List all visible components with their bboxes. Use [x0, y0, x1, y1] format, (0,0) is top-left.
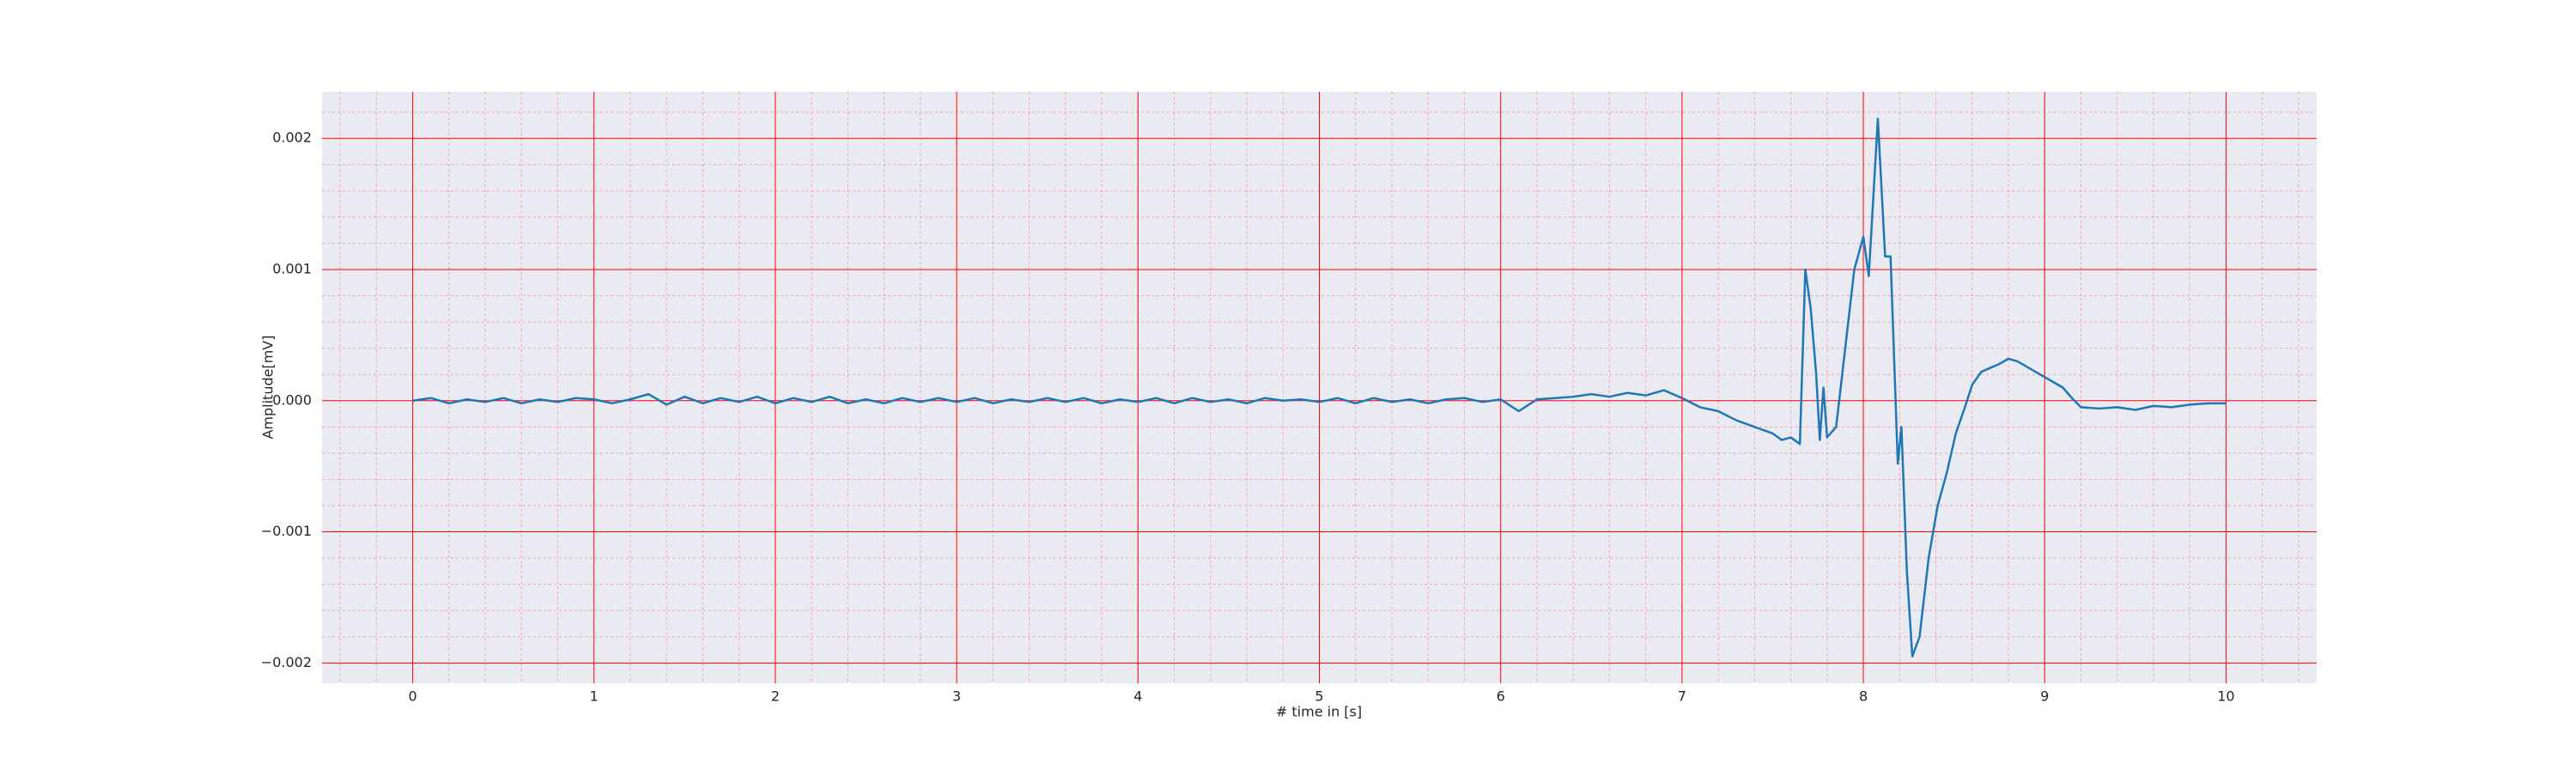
- y-tick-label: −0.002: [261, 654, 312, 670]
- y-tick-label: 0.001: [272, 261, 312, 277]
- x-tick-label: 10: [2217, 688, 2234, 705]
- y-tick-label: 0.000: [272, 391, 312, 408]
- x-axis-label: # time in [s]: [1276, 704, 1362, 720]
- x-tick-label: 4: [1133, 688, 1142, 705]
- x-tick-label: 7: [1678, 688, 1686, 705]
- x-tick-label: 8: [1859, 688, 1868, 705]
- x-tick-label: 1: [590, 688, 598, 705]
- y-tick-label: −0.001: [261, 523, 312, 539]
- y-axis-label: Amplitude[mV]: [260, 335, 276, 439]
- x-tick-label: 3: [952, 688, 961, 705]
- x-tick-label: 6: [1497, 688, 1505, 705]
- x-tick-label: 0: [408, 688, 416, 705]
- x-tick-label: 2: [771, 688, 780, 705]
- x-tick-label: 5: [1315, 688, 1323, 705]
- y-tick-label: 0.002: [272, 130, 312, 146]
- line-series: [412, 118, 2227, 658]
- x-tick-label: 9: [2040, 688, 2049, 705]
